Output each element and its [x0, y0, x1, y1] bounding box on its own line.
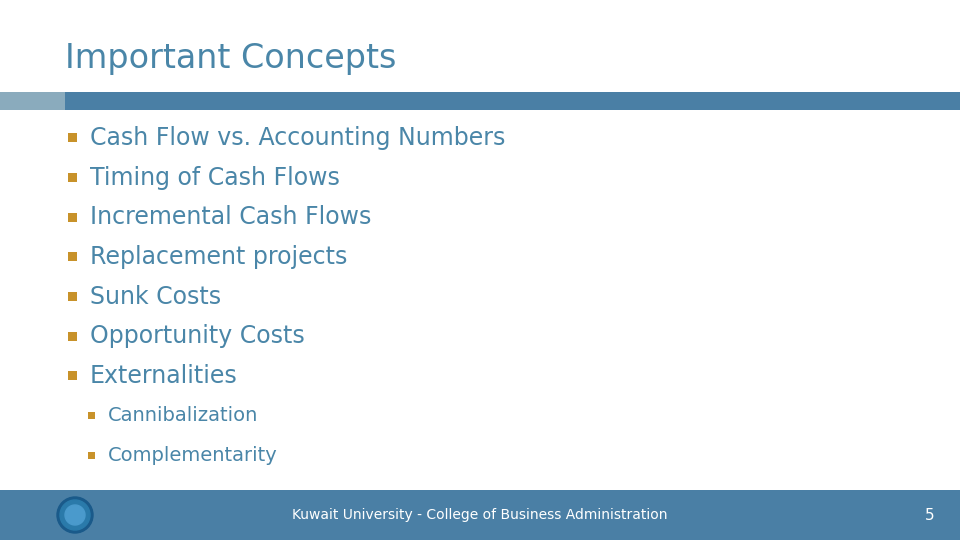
Bar: [68, 252, 77, 261]
Bar: [88, 412, 95, 419]
Text: Complementarity: Complementarity: [108, 446, 277, 464]
Text: Timing of Cash Flows: Timing of Cash Flows: [90, 165, 340, 190]
Bar: [88, 451, 95, 458]
Text: Replacement projects: Replacement projects: [90, 245, 348, 269]
Text: Important Concepts: Important Concepts: [65, 42, 396, 75]
Text: Externalities: Externalities: [90, 364, 238, 388]
Bar: [68, 332, 77, 341]
Text: 5: 5: [925, 508, 935, 523]
Bar: [0, 490, 960, 540]
Text: Sunk Costs: Sunk Costs: [90, 285, 221, 308]
Text: Cash Flow vs. Accounting Numbers: Cash Flow vs. Accounting Numbers: [90, 126, 505, 150]
Bar: [68, 372, 77, 380]
Text: Cannibalization: Cannibalization: [108, 406, 258, 425]
Text: Opportunity Costs: Opportunity Costs: [90, 324, 304, 348]
Bar: [68, 173, 77, 182]
Bar: [65, 92, 960, 110]
Text: Incremental Cash Flows: Incremental Cash Flows: [90, 205, 372, 229]
Text: Kuwait University - College of Business Administration: Kuwait University - College of Business …: [292, 508, 668, 522]
Bar: [68, 133, 77, 143]
Bar: [0, 92, 65, 110]
Bar: [68, 213, 77, 221]
Circle shape: [60, 500, 90, 530]
Circle shape: [57, 497, 93, 533]
Bar: [68, 292, 77, 301]
Circle shape: [65, 505, 85, 525]
